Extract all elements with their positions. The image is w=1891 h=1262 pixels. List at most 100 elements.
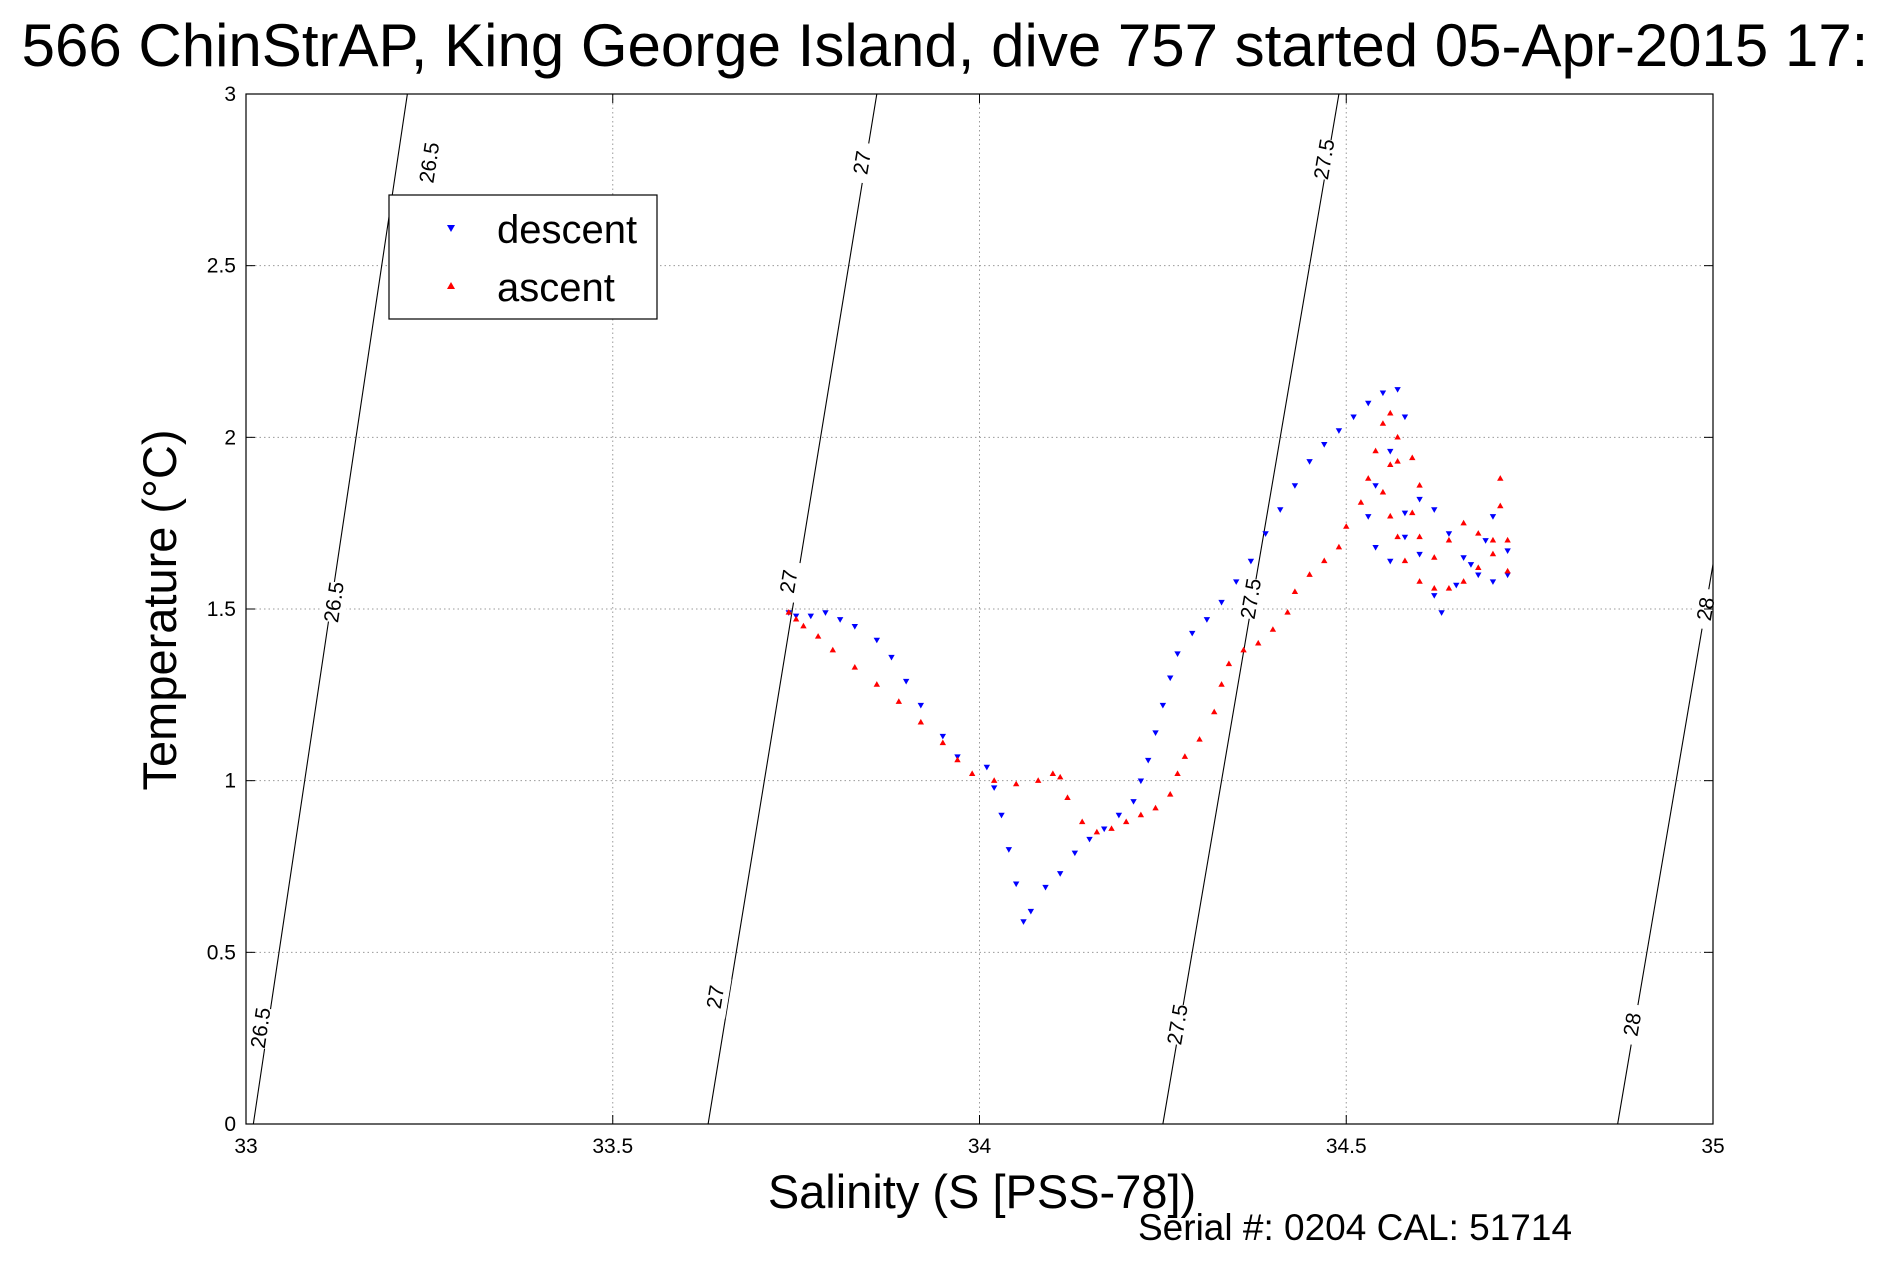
descent-point xyxy=(1115,812,1123,819)
descent-point xyxy=(1365,400,1372,407)
ascent-point xyxy=(1167,791,1174,797)
descent-point xyxy=(1291,483,1299,489)
contour-label-bg xyxy=(699,975,732,1019)
descent-series xyxy=(785,387,1511,925)
descent-point xyxy=(1335,428,1343,434)
y-tick-label: 2.5 xyxy=(207,255,236,278)
descent-point xyxy=(1027,908,1035,915)
descent-point xyxy=(1365,514,1372,520)
ascent-point xyxy=(1255,639,1262,646)
ascent-point xyxy=(1387,461,1394,467)
descent-point xyxy=(983,764,991,771)
descent-point xyxy=(822,610,829,616)
descent-point xyxy=(1350,414,1357,421)
descent-point xyxy=(1012,881,1020,888)
descent-point xyxy=(1453,582,1460,589)
ascent-point xyxy=(1394,433,1401,440)
ascent-point xyxy=(1078,818,1086,825)
ascent-point xyxy=(1181,753,1189,759)
descent-point xyxy=(1482,538,1489,544)
ascent-point xyxy=(1269,626,1277,632)
contour-label-bg xyxy=(1616,1002,1649,1047)
descent-point xyxy=(1233,579,1240,585)
ascent-point xyxy=(1416,533,1423,540)
descent-point xyxy=(1504,548,1511,555)
descent-point xyxy=(1467,562,1475,568)
descent-point xyxy=(1189,630,1196,637)
descent-point xyxy=(888,654,895,661)
descent-point xyxy=(1387,448,1394,455)
descent-point xyxy=(807,613,814,620)
ascent-point xyxy=(1445,585,1453,591)
descent-point xyxy=(1247,558,1255,565)
descent-point xyxy=(1321,442,1328,448)
contour-label-bg xyxy=(318,580,350,624)
legend-ascent-marker xyxy=(447,282,455,289)
descent-point xyxy=(1218,599,1225,606)
ascent-point xyxy=(1504,536,1511,543)
ascent-point xyxy=(1416,482,1423,488)
descent-point xyxy=(851,623,859,630)
descent-point xyxy=(1431,507,1438,513)
contour-line xyxy=(707,93,878,1125)
ascent-point xyxy=(1401,557,1409,564)
descent-point xyxy=(1145,757,1152,764)
descent-point xyxy=(1416,551,1423,558)
x-tick-label: 34.5 xyxy=(1326,1135,1367,1158)
contour-label-bg xyxy=(1161,1002,1194,1047)
ascent-point xyxy=(1240,646,1247,653)
descent-point xyxy=(1174,651,1181,658)
descent-point xyxy=(1387,558,1394,565)
ascent-point xyxy=(1056,773,1064,780)
y-tick-label: 0 xyxy=(224,1113,236,1136)
y-tick-label: 1.5 xyxy=(207,598,236,621)
descent-point xyxy=(836,617,844,623)
ascent-point xyxy=(1394,533,1401,540)
x-tick-label: 35 xyxy=(1701,1135,1724,1158)
descent-point xyxy=(1137,778,1145,785)
axis-ticks: 33 33.5 34 34.5 35 0 0.5 1 1.5 2 2.5 3 xyxy=(207,83,1725,1158)
descent-point xyxy=(1394,387,1401,393)
descent-point xyxy=(1475,572,1482,579)
descent-point xyxy=(1152,730,1159,736)
descent-point xyxy=(1071,850,1079,857)
descent-point xyxy=(1401,414,1409,421)
ascent-point xyxy=(1416,578,1423,584)
descent-point xyxy=(939,733,947,740)
contour-label-bg xyxy=(244,1006,277,1050)
descent-point xyxy=(1159,702,1167,709)
chart-title: 566 ChinStrAP, King George Island, dive … xyxy=(22,12,1869,79)
ascent-point xyxy=(1034,777,1042,783)
descent-point xyxy=(1130,799,1137,805)
ascent-point xyxy=(1196,736,1203,742)
ascent-point xyxy=(1489,550,1497,557)
ascent-point xyxy=(1137,811,1145,818)
descent-point xyxy=(1277,507,1284,513)
ascent-point xyxy=(954,756,961,763)
contour-label: 27 xyxy=(776,568,802,595)
legend-ascent-label: ascent xyxy=(497,266,615,310)
descent-point xyxy=(873,637,881,644)
ascent-point xyxy=(1012,780,1020,787)
descent-point xyxy=(1416,496,1423,503)
ascent-point xyxy=(1343,523,1350,529)
ascent-point xyxy=(895,698,903,704)
ascent-point xyxy=(1064,794,1071,801)
legend: descent ascent xyxy=(388,194,658,320)
ascent-point xyxy=(1409,509,1416,516)
ascent-point xyxy=(1291,588,1299,595)
legend-descent-label: descent xyxy=(497,208,637,252)
descent-point xyxy=(1431,593,1438,599)
descent-point xyxy=(1379,390,1387,397)
ascent-point xyxy=(1489,536,1497,543)
descent-point xyxy=(998,812,1005,819)
ascent-point xyxy=(939,739,947,746)
ascent-point xyxy=(1387,512,1394,519)
contour-label: 27 xyxy=(703,984,729,1011)
ascent-point xyxy=(1475,564,1482,570)
ascent-point xyxy=(1379,488,1387,495)
ascent-point xyxy=(792,615,800,622)
descent-point xyxy=(1020,919,1027,925)
y-tick-label: 1 xyxy=(224,770,236,793)
